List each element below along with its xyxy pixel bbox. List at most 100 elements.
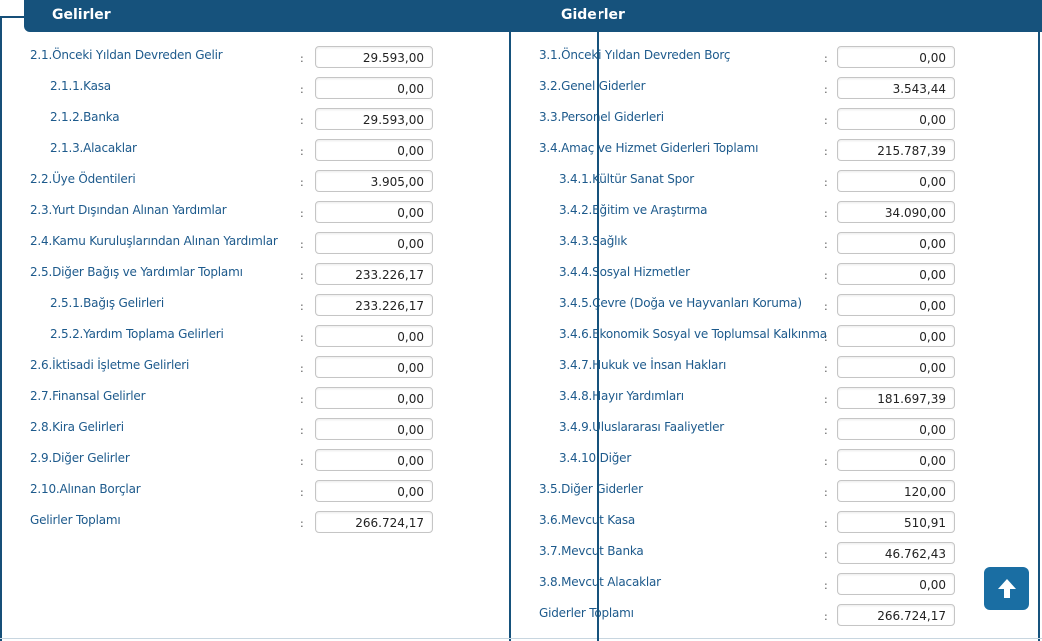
row-separator: : [824, 331, 828, 344]
row-separator: : [300, 176, 304, 189]
row-label: 3.4.6.Ekonomik Sosyal ve Toplumsal Kalkı… [559, 327, 827, 341]
row-label: 2.5.Diğer Bağış ve Yardımlar Toplamı [30, 265, 243, 279]
row-separator: : [824, 114, 828, 127]
amount-field[interactable]: 0,00 [315, 418, 433, 440]
row-label: 3.4.2.Eğitim ve Araştırma [559, 203, 708, 217]
expense-section-title: Giderler [561, 7, 625, 23]
amount-field[interactable]: 0,00 [837, 356, 955, 378]
row-separator: : [824, 610, 828, 623]
row-label: 2.7.Finansal Gelirler [30, 389, 146, 403]
row-label: 3.8.Mevcut Alacaklar [539, 575, 661, 589]
row-separator: : [824, 455, 828, 468]
amount-field[interactable]: 0,00 [837, 232, 955, 254]
row-separator: : [300, 83, 304, 96]
amount-field[interactable]: 233.226,17 [315, 263, 433, 285]
row-label: 2.8.Kira Gelirleri [30, 420, 124, 434]
row-label: 2.5.2.Yardım Toplama Gelirleri [50, 327, 224, 341]
row-separator: : [824, 207, 828, 220]
amount-field[interactable]: 34.090,00 [837, 201, 955, 223]
row-label: 2.1.2.Banka [50, 110, 120, 124]
row-separator: : [824, 238, 828, 251]
row-label: 3.4.1.Kültür Sanat Spor [559, 172, 694, 186]
row-separator: : [300, 517, 304, 530]
row-label: 2.6.İktisadi İşletme Gelirleri [30, 358, 190, 372]
amount-field[interactable]: 0,00 [315, 325, 433, 347]
amount-field[interactable]: 0,00 [837, 573, 955, 595]
amount-field[interactable]: 0,00 [837, 294, 955, 316]
row-separator: : [300, 300, 304, 313]
row-label: 2.10.Alınan Borçlar [30, 482, 141, 496]
amount-field[interactable]: 0,00 [837, 263, 955, 285]
amount-field[interactable]: 0,00 [837, 108, 955, 130]
overlay-vertical-line [597, 0, 599, 641]
row-label: 2.3.Yurt Dışından Alınan Yardımlar [30, 203, 227, 217]
amount-field[interactable]: 0,00 [315, 201, 433, 223]
row-label: 2.9.Diğer Gelirler [30, 451, 130, 465]
amount-field[interactable]: 29.593,00 [315, 46, 433, 68]
amount-field[interactable]: 0,00 [315, 77, 433, 99]
amount-field[interactable]: 510,91 [837, 511, 955, 533]
amount-field[interactable]: 0,00 [837, 170, 955, 192]
row-label: 3.5.Diğer Giderler [539, 482, 643, 496]
row-separator: : [824, 517, 828, 530]
amount-field[interactable]: 0,00 [837, 325, 955, 347]
amount-field[interactable]: 0,00 [315, 449, 433, 471]
row-separator: : [824, 52, 828, 65]
row-label: 2.1.Önceki Yıldan Devreden Gelir [30, 48, 223, 62]
amount-field[interactable]: 3.543,44 [837, 77, 955, 99]
amount-field[interactable]: 0,00 [315, 232, 433, 254]
row-label: 2.1.3.Alacaklar [50, 141, 137, 155]
row-separator: : [824, 579, 828, 592]
row-label: 3.1.Önceki Yıldan Devreden Borç [539, 48, 731, 62]
row-label: Gelirler Toplamı [30, 513, 121, 527]
amount-field[interactable]: 233.226,17 [315, 294, 433, 316]
amount-field[interactable]: 181.697,39 [837, 387, 955, 409]
amount-field[interactable]: 266.724,17 [837, 604, 955, 626]
row-separator: : [824, 362, 828, 375]
amount-field[interactable]: 266.724,17 [315, 511, 433, 533]
row-label: 2.4.Kamu Kuruluşlarından Alınan Yardımla… [30, 234, 278, 248]
row-separator: : [824, 393, 828, 406]
amount-field[interactable]: 46.762,43 [837, 542, 955, 564]
arrow-up-icon [997, 578, 1016, 598]
row-separator: : [300, 424, 304, 437]
amount-field[interactable]: 0,00 [315, 480, 433, 502]
row-separator: : [300, 145, 304, 158]
row-separator: : [300, 114, 304, 127]
scroll-to-top-button[interactable] [984, 567, 1029, 610]
row-label: 3.4.9.Uluslararası Faaliyetler [559, 420, 725, 434]
amount-field[interactable]: 0,00 [315, 139, 433, 161]
amount-field[interactable]: 0,00 [315, 387, 433, 409]
row-separator: : [300, 393, 304, 406]
row-label: Giderler Toplamı [539, 606, 634, 620]
amount-field[interactable]: 3.905,00 [315, 170, 433, 192]
amount-field[interactable]: 0,00 [837, 418, 955, 440]
row-label: 3.4.Amaç ve Hizmet Giderleri Toplamı [539, 141, 759, 155]
amount-field[interactable]: 29.593,00 [315, 108, 433, 130]
row-separator: : [824, 145, 828, 158]
amount-field[interactable]: 0,00 [837, 46, 955, 68]
row-label: 3.7.Mevcut Banka [539, 544, 644, 558]
row-separator: : [300, 52, 304, 65]
amount-field[interactable]: 215.787,39 [837, 139, 955, 161]
row-separator: : [824, 176, 828, 189]
row-separator: : [300, 455, 304, 468]
amount-field[interactable]: 0,00 [315, 356, 433, 378]
row-label: 3.4.7.Hukuk ve İnsan Hakları [559, 358, 727, 372]
row-label: 2.1.1.Kasa [50, 79, 111, 93]
row-label: 3.4.3.Sağlık [559, 234, 628, 248]
amount-field[interactable]: 0,00 [837, 449, 955, 471]
row-label: 2.5.1.Bağış Gelirleri [50, 296, 165, 310]
row-separator: : [824, 486, 828, 499]
row-label: 3.4.8.Hayır Yardımları [559, 389, 684, 403]
row-label: 3.2.Genel Giderler [539, 79, 646, 93]
income-section-title: Gelirler [52, 7, 111, 23]
row-separator: : [300, 362, 304, 375]
section-header-bar: Gelirler Giderler [24, 0, 1042, 32]
row-separator: : [300, 269, 304, 282]
row-label: 3.4.5.Çevre (Doğa ve Hayvanları Koruma) [559, 296, 802, 310]
amount-field[interactable]: 120,00 [837, 480, 955, 502]
row-separator: : [824, 300, 828, 313]
column-divider [509, 32, 511, 641]
row-separator: : [824, 269, 828, 282]
